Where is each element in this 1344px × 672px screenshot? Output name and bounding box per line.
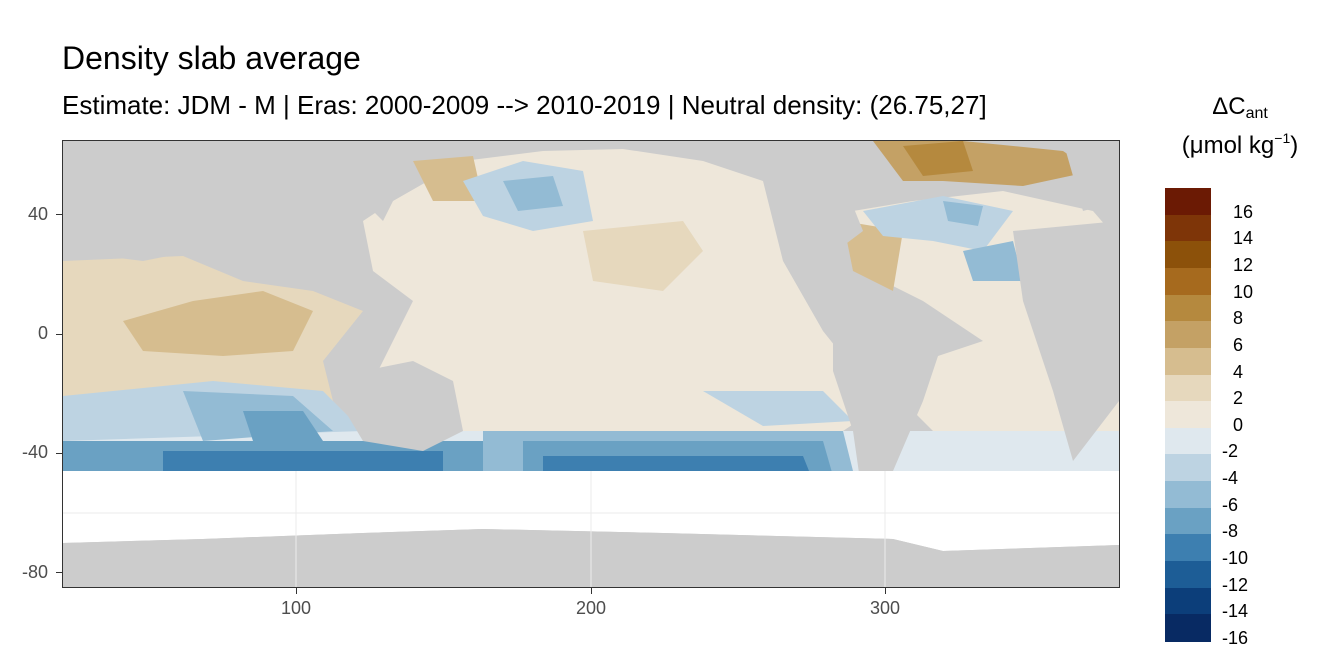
legend-swatch (1165, 534, 1211, 562)
y-tick-label-minus40: -40 (21, 442, 48, 462)
map-panel (62, 140, 1120, 588)
legend-label: 14 (1233, 228, 1254, 249)
legend-swatch (1165, 214, 1211, 242)
legend-label: -4 (1222, 468, 1239, 489)
y-tick-label-40: 40 (27, 204, 48, 224)
legend-unit-close: ) (1290, 131, 1299, 159)
legend-swatch (1165, 347, 1211, 376)
legend-label: -14 (1222, 601, 1249, 622)
legend-swatch (1165, 481, 1211, 509)
legend-label: -6 (1222, 494, 1239, 515)
x-tick-label-100: 100 (280, 598, 312, 618)
legend-swatch (1165, 374, 1211, 402)
legend-label: -10 (1222, 548, 1249, 569)
x-tick-label-300: 300 (869, 598, 901, 618)
legend-swatch (1165, 401, 1211, 429)
legend-label: 8 (1233, 308, 1244, 329)
map-title: Density slab average (62, 40, 361, 76)
legend-swatch (1165, 587, 1211, 615)
legend-swatch (1165, 454, 1211, 482)
legend-swatch (1165, 188, 1211, 216)
legend-label: 2 (1233, 388, 1244, 409)
legend-label: 12 (1233, 254, 1254, 275)
map-subtitle: Estimate: JDM - M | Eras: 2000-2009 --> … (62, 90, 987, 120)
legend-title-subscript: ant (1245, 105, 1268, 122)
legend-colorbar (1165, 188, 1211, 642)
legend-label: 6 (1233, 334, 1244, 355)
legend-swatch (1165, 561, 1211, 589)
legend-title: ΔCant (μmol kg−1) (1150, 88, 1330, 164)
y-tick-mark (56, 453, 62, 454)
y-tick-mark (56, 334, 62, 335)
legend-swatch (1165, 294, 1211, 322)
positive-anomaly-patches (123, 141, 1093, 356)
legend-label: -8 (1222, 521, 1239, 542)
legend-swatch (1165, 241, 1211, 269)
legend-unit-superscript: −1 (1274, 129, 1291, 146)
land-masses (63, 141, 1119, 501)
legend-label: 4 (1233, 361, 1244, 382)
legend-label: 16 (1233, 201, 1254, 222)
legend-swatch (1165, 507, 1211, 535)
x-tick-mark (885, 588, 886, 594)
legend-label: -2 (1222, 441, 1239, 462)
ocean-map (63, 141, 1119, 587)
legend-label: 0 (1233, 414, 1244, 435)
legend-swatch (1165, 267, 1211, 296)
legend-label: -16 (1222, 628, 1249, 648)
legend-label: -12 (1222, 574, 1249, 595)
legend-label: 10 (1233, 281, 1254, 302)
x-tick-label-200: 200 (575, 598, 607, 618)
legend-swatch (1165, 614, 1211, 642)
y-tick-mark (56, 214, 62, 215)
x-tick-mark (591, 588, 592, 594)
legend-unit-open: (μmol kg (1181, 131, 1275, 159)
y-tick-mark (56, 572, 62, 573)
y-tick-label-minus80: -80 (21, 562, 48, 582)
graticule (63, 471, 1119, 587)
legend-swatch (1165, 321, 1211, 349)
x-tick-mark (296, 588, 297, 594)
legend-title-main: ΔC (1212, 93, 1246, 120)
y-tick-label-0: 0 (37, 323, 48, 343)
legend-swatch (1165, 427, 1211, 456)
